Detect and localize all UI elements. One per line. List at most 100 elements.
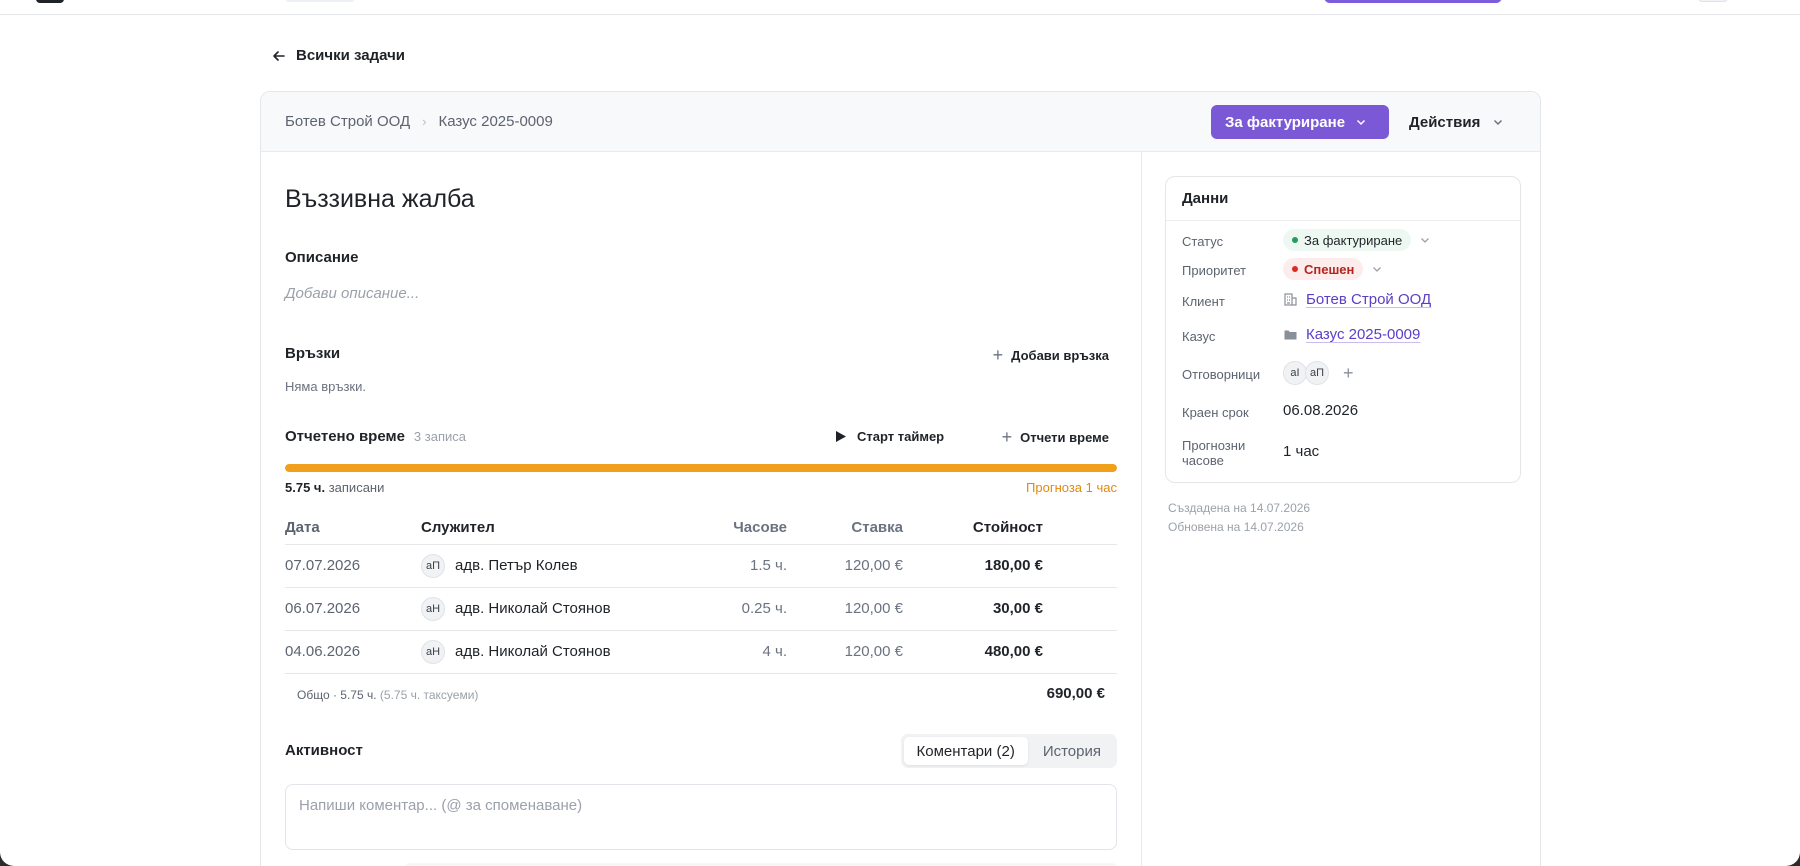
task-header: Ботев Строй ООД › Казус 2025-0009 За фак… xyxy=(261,92,1540,152)
entry-rate: 120,00 € xyxy=(787,587,903,631)
links-label: Връзки xyxy=(285,345,341,362)
top-bar-primary-button[interactable] xyxy=(1324,0,1502,3)
recorded-hours-value: 5.75 ч. xyxy=(285,480,326,495)
case-field: Казус 2025-0009 xyxy=(1283,326,1420,343)
status-badge[interactable]: За фактуриране xyxy=(1283,229,1412,251)
time-section-header: Отчетено време 3 записа xyxy=(285,428,466,445)
top-bar-nav-item[interactable] xyxy=(285,0,355,2)
top-bar-logo[interactable] xyxy=(36,0,64,3)
time-entries-table: Дата Служител Часове Ставка Стойност 07.… xyxy=(285,512,1117,674)
tab-history[interactable]: История xyxy=(1042,742,1101,760)
entry-employee: аН адв. Николай Стоянов xyxy=(421,630,661,674)
hours-progress-fill xyxy=(285,464,1117,472)
description-label: Описание xyxy=(285,249,359,266)
add-link-label: Добави връзка xyxy=(1011,348,1109,363)
entry-date: 06.07.2026 xyxy=(285,587,421,631)
priority-badge-label: Спешен xyxy=(1304,261,1355,277)
activity-tabs: Коментари (2) История xyxy=(900,734,1117,768)
total-value: 690,00 € xyxy=(1046,685,1105,702)
table-row[interactable]: 06.07.2026 аН адв. Николай Стоянов 0.25 ч… xyxy=(285,587,1117,631)
client-link[interactable]: Ботев Строй ООД xyxy=(1306,291,1432,308)
forecast-hours: Прогноза 1 час xyxy=(1026,480,1117,495)
folder-icon xyxy=(1284,330,1297,340)
chevron-down-icon[interactable] xyxy=(1371,263,1383,275)
avatar: аП xyxy=(421,553,445,578)
avatar[interactable]: аП xyxy=(1305,361,1329,385)
entry-spacer xyxy=(1043,544,1117,588)
entry-hours: 1.5 ч. xyxy=(661,544,787,588)
case-link[interactable]: Казус 2025-0009 xyxy=(1306,326,1421,343)
total-label: Общо · 5.75 ч. (5.75 ч. таксуеми) xyxy=(297,688,478,702)
no-links-text: Няма връзки. xyxy=(285,379,366,394)
avatar: аН xyxy=(421,596,445,621)
column-header-rate[interactable]: Ставка xyxy=(787,512,903,545)
top-bar-user-menu[interactable] xyxy=(1698,0,1728,2)
recorded-hours: 5.75 ч. записани xyxy=(285,480,384,495)
entry-spacer xyxy=(1043,630,1117,674)
entry-value: 480,00 € xyxy=(903,630,1043,674)
add-link-button[interactable]: + Добави връзка xyxy=(993,345,1109,366)
table-row[interactable]: 07.07.2026 аП адв. Петър Колев 1.5 ч. 120… xyxy=(285,544,1117,588)
breadcrumb: Ботев Строй ООД › Казус 2025-0009 xyxy=(285,113,553,130)
chevron-down-icon[interactable] xyxy=(1419,234,1431,246)
status-badge-label: За фактуриране xyxy=(1304,232,1403,248)
actions-dropdown-button[interactable]: Действия xyxy=(1403,105,1510,139)
status-dropdown-button[interactable]: За фактуриране xyxy=(1211,105,1389,139)
hours-progress-bar xyxy=(285,464,1117,472)
status-dot-icon xyxy=(1292,237,1298,243)
start-timer-button[interactable]: Старт таймер xyxy=(835,429,944,444)
entry-value: 180,00 € xyxy=(903,544,1043,588)
log-time-label: Отчети време xyxy=(1020,430,1109,445)
status-field[interactable]: За фактуриране xyxy=(1283,229,1431,251)
entry-rate: 120,00 € xyxy=(787,544,903,588)
back-to-tasks-link[interactable]: Всички задачи xyxy=(272,47,405,64)
status-button-label: За фактуриране xyxy=(1225,113,1346,131)
column-header-spacer xyxy=(1043,512,1117,545)
priority-badge[interactable]: Спешен xyxy=(1283,258,1364,280)
details-divider xyxy=(1166,220,1520,221)
priority-field[interactable]: Спешен xyxy=(1283,258,1383,280)
forecast-hours-value[interactable]: 1 час xyxy=(1283,443,1320,460)
time-label: Отчетено време xyxy=(285,428,405,445)
employee-name: адв. Николай Стоянов xyxy=(455,600,611,617)
deadline-label: Краен срок xyxy=(1182,405,1249,420)
log-time-button[interactable]: + Отчети време xyxy=(1002,427,1109,448)
forecast-hours-label: Прогнозни часове xyxy=(1182,438,1246,468)
comment-input[interactable] xyxy=(285,784,1117,850)
client-label: Клиент xyxy=(1182,294,1225,309)
tab-comments[interactable]: Коментари (2) xyxy=(903,737,1028,765)
column-header-employee[interactable]: Служител xyxy=(421,512,661,545)
recorded-hours-suffix: записани xyxy=(328,480,385,495)
avatar: аН xyxy=(421,639,445,664)
entry-employee: аП адв. Петър Колев xyxy=(421,544,661,588)
description-placeholder[interactable]: Добави описание... xyxy=(285,285,420,302)
task-title[interactable]: Въззивна жалба xyxy=(285,185,475,213)
table-row[interactable]: 04.06.2026 аН адв. Николай Стоянов 4 ч. 1… xyxy=(285,630,1117,674)
table-header-row: Дата Служител Часове Ставка Стойност xyxy=(285,512,1117,545)
plus-icon: + xyxy=(992,345,1004,365)
add-responsible-plus-icon[interactable]: + xyxy=(1343,362,1354,383)
column-header-hours[interactable]: Часове xyxy=(661,512,787,545)
total-billable: (5.75 ч. таксуеми) xyxy=(379,688,479,702)
breadcrumb-case[interactable]: Казус 2025-0009 xyxy=(438,113,553,130)
created-date: Създадена на 14.07.2026 xyxy=(1168,501,1311,515)
activity-label: Активност xyxy=(285,742,363,759)
chevron-down-icon xyxy=(1494,119,1503,126)
column-divider xyxy=(1141,152,1142,866)
column-header-value[interactable]: Стойност xyxy=(903,512,1043,545)
entry-date: 07.07.2026 xyxy=(285,544,421,588)
entry-value: 30,00 € xyxy=(903,587,1043,631)
breadcrumb-client[interactable]: Ботев Строй ООД xyxy=(285,113,411,130)
employee-name: адв. Петър Колев xyxy=(455,557,578,574)
entry-employee: аН адв. Николай Стоянов xyxy=(421,587,661,631)
building-icon xyxy=(1284,293,1297,306)
start-timer-label: Старт таймер xyxy=(857,429,945,444)
priority-label: Приоритет xyxy=(1182,263,1247,278)
entry-rate: 120,00 € xyxy=(787,630,903,674)
column-header-date[interactable]: Дата xyxy=(285,512,421,545)
deadline-value[interactable]: 06.08.2026 xyxy=(1283,402,1359,419)
comment-toolbar xyxy=(405,863,1117,866)
case-label: Казус xyxy=(1182,329,1216,344)
avatar[interactable]: аI xyxy=(1283,361,1307,385)
